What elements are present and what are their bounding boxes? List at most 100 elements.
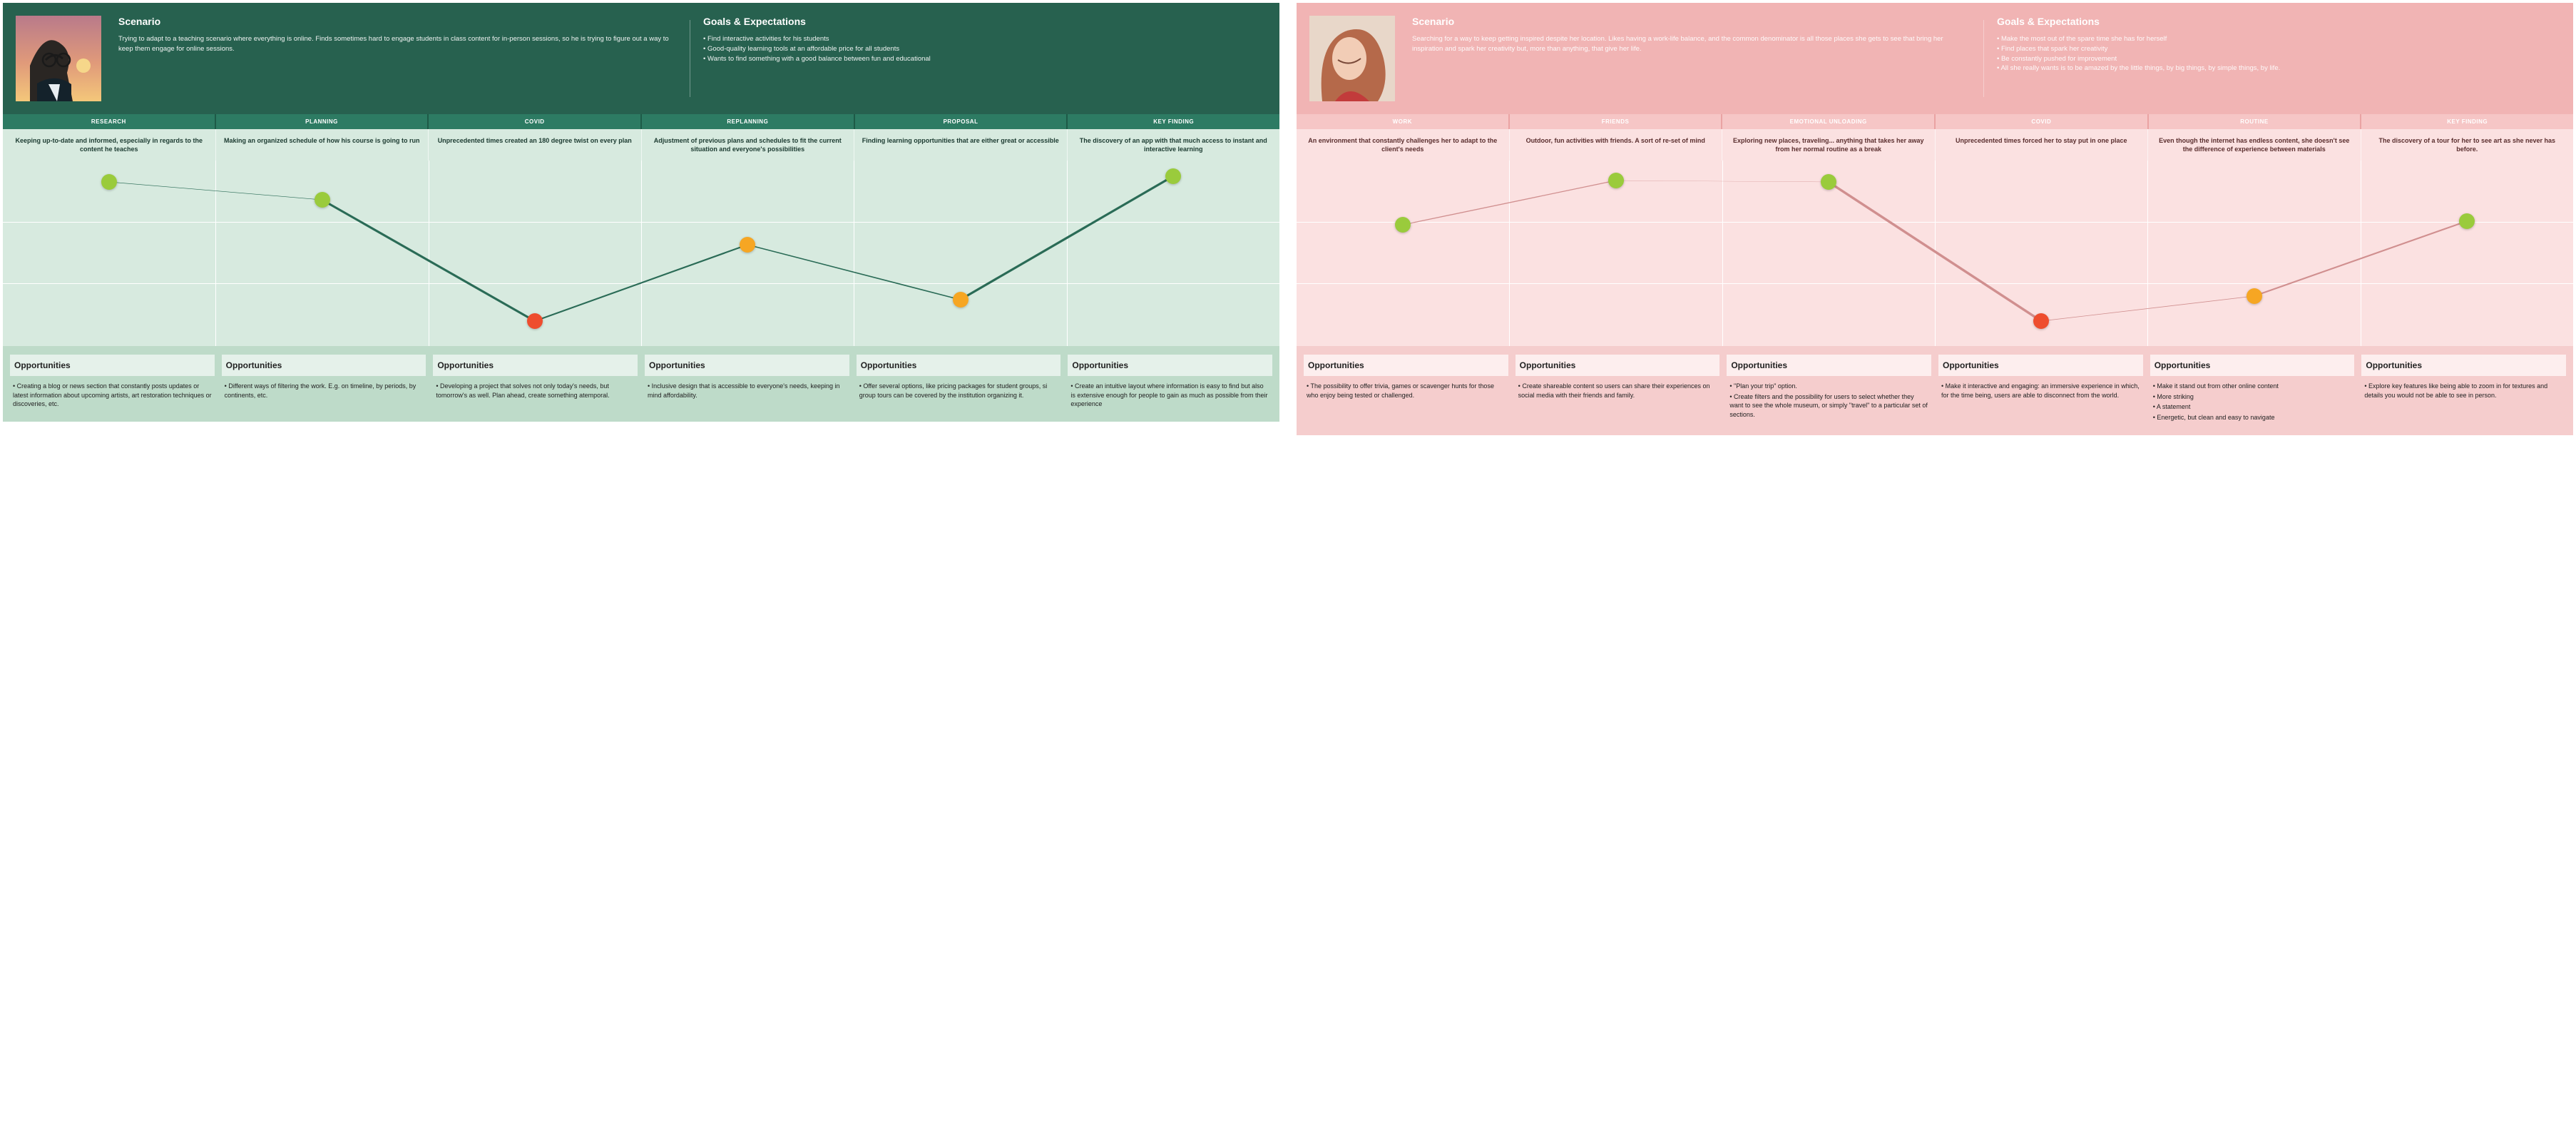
opportunity-heading: Opportunities bbox=[1516, 355, 1720, 376]
emotion-dot bbox=[1608, 173, 1624, 188]
opportunity-item: • Create shareable content so users can … bbox=[1518, 382, 1717, 400]
opportunity-card: Opportunities • Inclusive design that is… bbox=[645, 355, 849, 410]
opportunity-body: • Make it interactive and engaging: an i… bbox=[1938, 382, 2143, 401]
opportunity-card: Opportunities • "Plan your trip" option.… bbox=[1727, 355, 1931, 423]
stage-tab: FRIENDS bbox=[1510, 114, 1723, 129]
opportunity-body: • Create an intuitive layout where infor… bbox=[1068, 382, 1272, 410]
stage-description: The discovery of an app with that much a… bbox=[1068, 129, 1280, 161]
emotion-dot bbox=[1395, 217, 1411, 233]
opportunity-item: • "Plan your trip" option. bbox=[1729, 382, 1928, 391]
opportunity-item: • Make it interactive and engaging: an i… bbox=[1941, 382, 2140, 400]
stage-description: Exploring new places, traveling... anyth… bbox=[1722, 129, 1936, 161]
scenario-block: Scenario Trying to adapt to a teaching s… bbox=[118, 16, 678, 101]
opportunity-heading: Opportunities bbox=[2361, 355, 2566, 376]
stage-tab: COVID bbox=[429, 114, 642, 129]
opportunity-heading: Opportunities bbox=[1304, 355, 1508, 376]
stage-tab: PLANNING bbox=[216, 114, 429, 129]
goals-block: Goals & Expectations • Make the most out… bbox=[1997, 16, 2556, 101]
opportunity-body: • Creating a blog or news section that c… bbox=[10, 382, 215, 410]
stage-tabs: RESEARCH PLANNING COVID REPLANNING PROPO… bbox=[3, 114, 1279, 129]
stage-tab: KEY FINDING bbox=[2361, 114, 2573, 129]
opportunity-card: Opportunities • Create shareable content… bbox=[1516, 355, 1720, 423]
opportunity-item: • Different ways of filtering the work. … bbox=[225, 382, 424, 400]
opportunity-card: Opportunities • Different ways of filter… bbox=[222, 355, 426, 410]
stage-tab: ROUTINE bbox=[2149, 114, 2362, 129]
opportunity-heading: Opportunities bbox=[1068, 355, 1272, 376]
opportunity-item: • A statement bbox=[2153, 402, 2352, 412]
opportunity-card: Opportunities • Offer several options, l… bbox=[857, 355, 1061, 410]
scenario-heading: Scenario bbox=[1412, 16, 1971, 27]
goal-item: • All she really wants is to be amazed b… bbox=[1997, 64, 2556, 73]
scenario-block: Scenario Searching for a way to keep get… bbox=[1412, 16, 1971, 101]
stage-tab: EMOTIONAL UNLOADING bbox=[1722, 114, 1936, 129]
opportunity-heading: Opportunities bbox=[1727, 355, 1931, 376]
persona-header: Scenario Trying to adapt to a teaching s… bbox=[3, 3, 1279, 114]
emotion-chart bbox=[3, 161, 1279, 346]
opportunities-row: Opportunities • The possibility to offer… bbox=[1297, 346, 2573, 435]
stage-tab: REPLANNING bbox=[642, 114, 855, 129]
stage-description: Unprecedented times forced her to stay p… bbox=[1936, 129, 2149, 161]
stage-description: An environment that constantly challenge… bbox=[1297, 129, 1510, 161]
stage-description: Adjustment of previous plans and schedul… bbox=[642, 129, 855, 161]
goal-item: • Make the most out of the spare time sh… bbox=[1997, 34, 2556, 44]
stage-tab: COVID bbox=[1936, 114, 2149, 129]
opportunity-item: • Create filters and the possibility for… bbox=[1729, 392, 1928, 420]
opportunity-heading: Opportunities bbox=[1938, 355, 2143, 376]
goals-heading: Goals & Expectations bbox=[703, 16, 1262, 27]
opportunity-heading: Opportunities bbox=[433, 355, 638, 376]
opportunity-body: • Inclusive design that is accessible to… bbox=[645, 382, 849, 401]
emotion-dot bbox=[2247, 288, 2262, 304]
opportunity-item: • More striking bbox=[2153, 392, 2352, 402]
stage-tab: KEY FINDING bbox=[1068, 114, 1279, 129]
opportunity-card: Opportunities • Developing a project tha… bbox=[433, 355, 638, 410]
goals-block: Goals & Expectations • Find interactive … bbox=[703, 16, 1262, 101]
persona-avatar bbox=[16, 16, 101, 101]
goals-heading: Goals & Expectations bbox=[1997, 16, 2556, 27]
stage-descriptions: Keeping up-to-date and informed, especia… bbox=[3, 129, 1279, 161]
emotion-dot bbox=[953, 292, 968, 308]
opportunity-body: • Offer several options, like pricing pa… bbox=[857, 382, 1061, 401]
goal-item: • Good-quality learning tools at an affo… bbox=[703, 44, 1262, 54]
stage-description: Finding learning opportunities that are … bbox=[854, 129, 1068, 161]
stage-description: Unprecedented times created an 180 degre… bbox=[429, 129, 642, 161]
opportunity-item: • Developing a project that solves not o… bbox=[436, 382, 635, 400]
goal-item: • Be constantly pushed for improvement bbox=[1997, 54, 2556, 64]
goal-item: • Find places that spark her creativity bbox=[1997, 44, 2556, 54]
emotion-dot bbox=[315, 192, 330, 208]
opportunity-item: • Offer several options, like pricing pa… bbox=[859, 382, 1058, 400]
journey-map-creative: Scenario Searching for a way to keep get… bbox=[1297, 3, 2573, 435]
opportunity-body: • Create shareable content so users can … bbox=[1516, 382, 1720, 401]
opportunity-body: • Make it stand out from other online co… bbox=[2150, 382, 2355, 423]
opportunity-card: Opportunities • Make it stand out from o… bbox=[2150, 355, 2355, 423]
scenario-text: Trying to adapt to a teaching scenario w… bbox=[118, 34, 678, 54]
stage-description: Making an organized schedule of how his … bbox=[216, 129, 429, 161]
opportunity-heading: Opportunities bbox=[222, 355, 426, 376]
stage-description: Even though the internet has endless con… bbox=[2148, 129, 2361, 161]
stage-description: The discovery of a tour for her to see a… bbox=[2361, 129, 2574, 161]
opportunity-card: Opportunities • Explore key features lik… bbox=[2361, 355, 2566, 423]
opportunity-heading: Opportunities bbox=[10, 355, 215, 376]
opportunity-heading: Opportunities bbox=[2150, 355, 2355, 376]
opportunities-row: Opportunities • Creating a blog or news … bbox=[3, 346, 1279, 422]
stage-tab: WORK bbox=[1297, 114, 1510, 129]
stage-tabs: WORK FRIENDS EMOTIONAL UNLOADING COVID R… bbox=[1297, 114, 2573, 129]
opportunity-heading: Opportunities bbox=[645, 355, 849, 376]
opportunity-card: Opportunities • Make it interactive and … bbox=[1938, 355, 2143, 423]
opportunity-item: • Create an intuitive layout where infor… bbox=[1070, 382, 1269, 409]
opportunity-item: • Energetic, but clean and easy to navig… bbox=[2153, 413, 2352, 422]
emotion-dot bbox=[1821, 174, 1836, 190]
emotion-dot bbox=[1165, 168, 1181, 184]
goal-item: • Find interactive activities for his st… bbox=[703, 34, 1262, 44]
opportunity-body: • Explore key features like being able t… bbox=[2361, 382, 2566, 401]
persona-header: Scenario Searching for a way to keep get… bbox=[1297, 3, 2573, 114]
emotion-chart bbox=[1297, 161, 2573, 346]
opportunity-item: • Inclusive design that is accessible to… bbox=[648, 382, 847, 400]
opportunity-body: • Different ways of filtering the work. … bbox=[222, 382, 426, 401]
emotion-dot bbox=[101, 174, 117, 190]
goal-item: • Wants to find something with a good ba… bbox=[703, 54, 1262, 64]
opportunity-card: Opportunities • Creating a blog or news … bbox=[10, 355, 215, 410]
emotion-dot bbox=[2033, 313, 2049, 329]
scenario-heading: Scenario bbox=[118, 16, 678, 27]
opportunity-item: • The possibility to offer trivia, games… bbox=[1307, 382, 1506, 400]
opportunity-body: • The possibility to offer trivia, games… bbox=[1304, 382, 1508, 401]
